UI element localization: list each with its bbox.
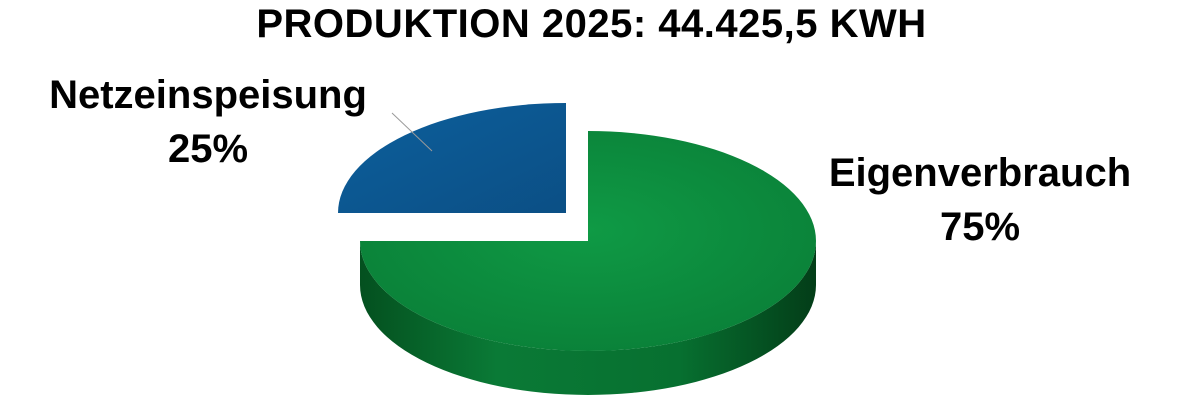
slice-top-netzeinspeisung xyxy=(338,103,566,213)
pie-slice-netzeinspeisung xyxy=(338,103,566,213)
netz-leader-line xyxy=(391,112,433,152)
slice-name-eigenverbrauch: Eigenverbrauch xyxy=(828,151,1132,195)
slice-percent-netzeinspeisung: 25% xyxy=(167,127,249,171)
slice-side-eigenverbrauch xyxy=(360,241,816,395)
slice-top-eigenverbrauch xyxy=(360,131,816,351)
slice-label-netzeinspeisung: Netzeinspeisung 25% xyxy=(18,68,398,176)
slice-label-eigenverbrauch: Eigenverbrauch 75% xyxy=(790,146,1170,254)
chart-title: PRODUKTION 2025: 44.425,5 KWH xyxy=(256,2,927,46)
slices-layer xyxy=(338,103,816,395)
slice-percent-eigenverbrauch: 75% xyxy=(939,205,1021,249)
slice-name-netzeinspeisung: Netzeinspeisung xyxy=(49,73,367,117)
pie-slice-eigenverbrauch xyxy=(360,131,816,395)
